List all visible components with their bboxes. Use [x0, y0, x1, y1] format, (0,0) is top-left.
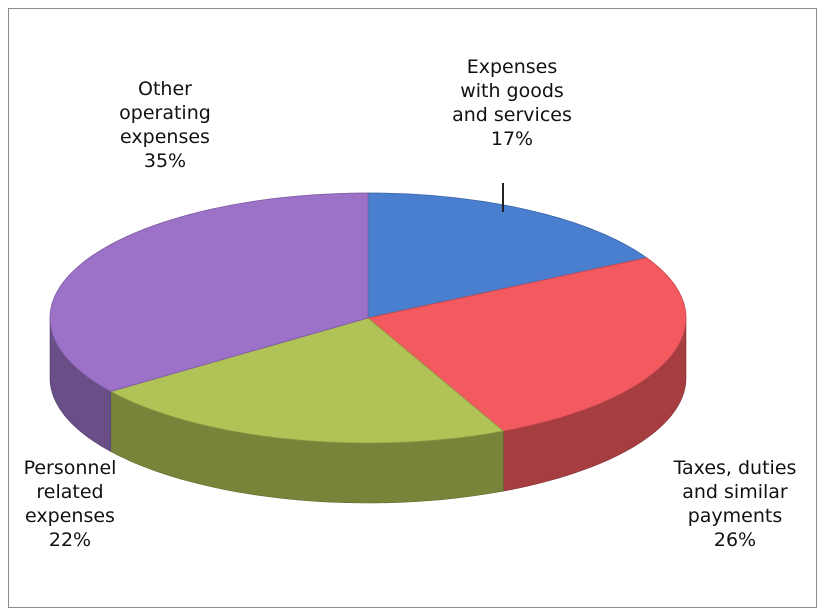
pie-slice-taxes-duties: [367, 257, 687, 432]
pie-slice-personnel: [109, 317, 505, 444]
pie-slice-goods-services: [367, 192, 648, 319]
pie-chart: [49, 183, 687, 504]
label-taxes-duties: Taxes, duties and similar payments 26%: [673, 457, 797, 551]
pie-tops: [49, 192, 687, 444]
label-goods-services: Expenses with goods and services 17%: [452, 56, 572, 150]
pie-slice-other-operating: [49, 192, 369, 392]
label-other-operating: Other operating expenses 35%: [119, 78, 211, 172]
label-personnel: Personnel related expenses 22%: [23, 457, 117, 551]
